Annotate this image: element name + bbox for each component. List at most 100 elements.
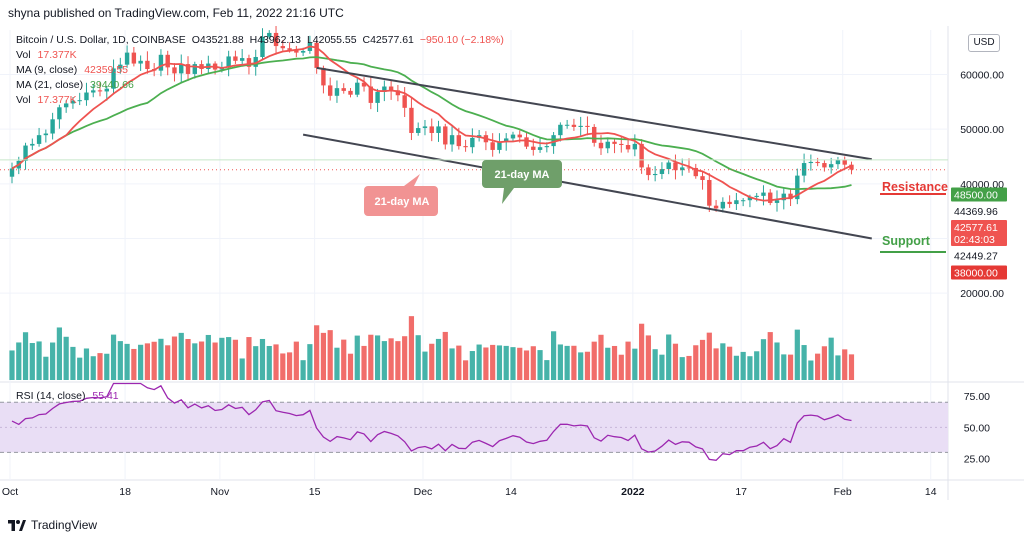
time-tick-label: Dec bbox=[414, 486, 433, 498]
candle-body bbox=[449, 135, 455, 145]
volume-bar bbox=[584, 351, 591, 380]
candle-body bbox=[77, 100, 82, 102]
volume-bar bbox=[781, 354, 787, 380]
candle-body bbox=[727, 201, 732, 205]
candle-body bbox=[185, 64, 191, 74]
candle-body bbox=[815, 161, 820, 164]
volume-bar bbox=[70, 346, 76, 380]
volume-bar bbox=[510, 347, 516, 380]
candle-body bbox=[138, 60, 143, 64]
candle-body bbox=[355, 82, 360, 95]
volume-bar bbox=[286, 352, 293, 380]
candle-body bbox=[619, 143, 624, 146]
volume-bar bbox=[158, 338, 164, 380]
candle-body bbox=[571, 124, 577, 127]
candle-body bbox=[158, 54, 164, 71]
candle-body bbox=[822, 163, 827, 168]
candle-body bbox=[395, 90, 401, 96]
vol2-value: 17.377K bbox=[37, 94, 77, 106]
volume-bar bbox=[415, 335, 421, 380]
candle-body bbox=[300, 50, 306, 53]
volume-bar bbox=[314, 325, 320, 380]
footer-brand[interactable]: TradingView bbox=[8, 518, 97, 532]
candle-body bbox=[524, 137, 529, 147]
volume-bar bbox=[117, 341, 123, 380]
volume-bar bbox=[9, 350, 15, 380]
volume-bar bbox=[767, 332, 773, 380]
volume-bar bbox=[205, 334, 211, 380]
time-tick-label: 14 bbox=[925, 486, 937, 498]
volume-bar bbox=[537, 350, 543, 380]
volume-bar bbox=[733, 355, 739, 380]
candle-body bbox=[84, 92, 89, 101]
candle-body bbox=[747, 196, 753, 201]
volume-bar bbox=[341, 339, 347, 380]
volume-bar bbox=[144, 343, 150, 380]
candle-body bbox=[470, 137, 475, 148]
candle-body bbox=[63, 103, 69, 108]
candle-body bbox=[808, 161, 814, 164]
time-tick-label: Nov bbox=[211, 486, 230, 498]
candle-body bbox=[253, 56, 258, 67]
chart-canvas[interactable]: 21-day MA 21-day MA Resistance Support 7000… bbox=[0, 26, 1024, 510]
candle-body bbox=[673, 162, 678, 171]
candle-body bbox=[388, 86, 394, 91]
candle-body bbox=[768, 192, 773, 203]
price-tag-bg bbox=[951, 187, 1007, 202]
volume-bar bbox=[90, 356, 96, 380]
candle-body bbox=[456, 135, 462, 147]
candle-body bbox=[314, 42, 319, 68]
open-value: O43521.88 bbox=[191, 34, 244, 46]
volume-bar bbox=[801, 345, 807, 380]
volume-bar bbox=[598, 334, 604, 380]
ma9-value: 42359.55 bbox=[84, 64, 128, 76]
candle-body bbox=[795, 175, 800, 200]
volume-bar bbox=[63, 336, 69, 380]
callout-shape bbox=[364, 174, 438, 216]
volume-bar bbox=[422, 351, 428, 380]
price-label-tag: 38000.00 bbox=[951, 265, 1007, 280]
volume-bar bbox=[686, 355, 692, 380]
volume-bar bbox=[666, 334, 672, 380]
publish-line: shyna published on TradingView.com, Feb … bbox=[8, 6, 344, 20]
candle-body bbox=[165, 54, 170, 68]
volume-bar bbox=[618, 354, 624, 380]
ma21-callout-green: 21-day MA bbox=[482, 160, 562, 204]
volume-bar bbox=[43, 356, 49, 380]
price-tick-label: 60000.00 bbox=[960, 69, 1004, 81]
candle-body bbox=[111, 68, 116, 89]
candle-body bbox=[497, 141, 502, 150]
low-value: L42055.55 bbox=[306, 34, 357, 46]
candle-body bbox=[429, 126, 434, 133]
volume-bar bbox=[760, 339, 767, 380]
volume-bar bbox=[787, 354, 794, 380]
volume-bar bbox=[496, 345, 503, 380]
volume-bar bbox=[253, 346, 259, 380]
candle-body bbox=[43, 133, 49, 136]
channel-upper-line bbox=[316, 66, 872, 161]
volume-bar bbox=[740, 351, 746, 380]
candle-body bbox=[700, 176, 705, 180]
volume-bar bbox=[334, 347, 340, 380]
callout-shape bbox=[482, 160, 562, 204]
candle-body bbox=[504, 138, 509, 142]
volume-bar bbox=[192, 343, 198, 380]
candle-body bbox=[260, 36, 265, 57]
volume-bar bbox=[456, 345, 462, 380]
candle-body bbox=[280, 46, 285, 49]
time-tick-label: 14 bbox=[505, 486, 517, 498]
volume-bar bbox=[29, 343, 35, 380]
candle-body bbox=[416, 128, 421, 133]
candle-body bbox=[707, 179, 712, 206]
price-label-tag: 48500.00 bbox=[951, 187, 1007, 202]
volume-bar bbox=[699, 339, 706, 380]
volume-bar bbox=[178, 332, 184, 380]
volume-bar bbox=[151, 341, 157, 380]
volume-bar bbox=[293, 341, 299, 380]
currency-button[interactable]: USD bbox=[968, 34, 1000, 52]
volume-bar bbox=[246, 337, 252, 380]
candle-body bbox=[592, 126, 597, 143]
volume-bar bbox=[794, 329, 800, 380]
candle-body bbox=[179, 64, 184, 74]
price-tick-label: 20000.00 bbox=[960, 288, 1004, 300]
